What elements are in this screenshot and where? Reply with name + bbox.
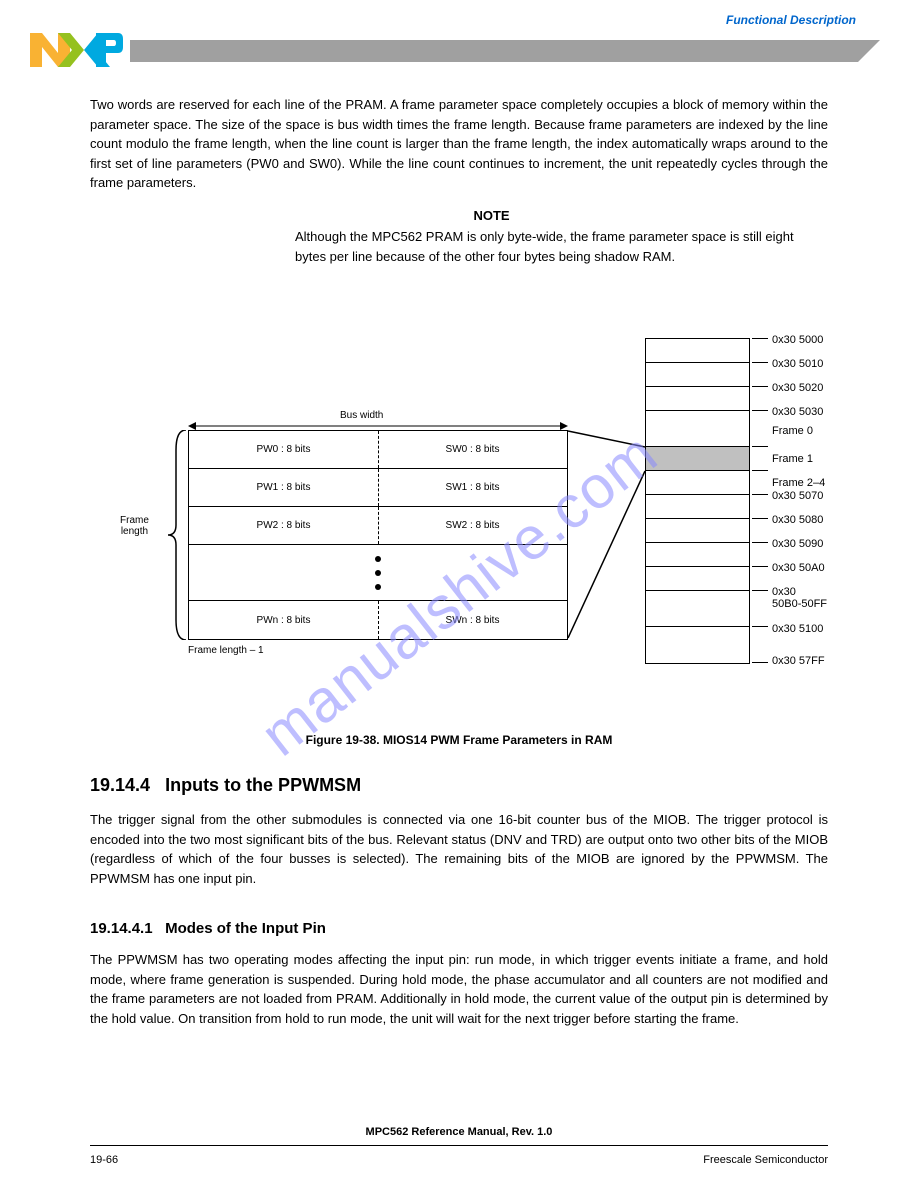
- header-bar: [130, 40, 858, 62]
- mem-tick: [752, 662, 768, 663]
- mem-addr: 0x30 5030: [772, 406, 823, 418]
- frame-length-brace-label: Frame length: [120, 515, 149, 537]
- cell-label: 8 bits: [287, 482, 311, 493]
- mem-addr: 0x30 5100: [772, 623, 823, 635]
- mem-addr: 0x30 50B0-50FF: [772, 586, 828, 610]
- mem-tick: [752, 386, 768, 387]
- cell-label: 8 bits: [476, 520, 500, 531]
- mem-addr: Frame 0: [772, 425, 813, 437]
- mem-block: [646, 495, 749, 519]
- section-number: 19.14.4.1: [90, 920, 153, 937]
- mem-block: [646, 543, 749, 567]
- cell-label: PW: [257, 482, 273, 493]
- cell-label: SW0: [446, 444, 468, 455]
- frame-length-brace: [168, 430, 188, 640]
- memory-map-column: [645, 338, 750, 664]
- inputs-paragraph: The trigger signal from the other submod…: [90, 810, 828, 888]
- mem-addr: 0x30 5080: [772, 514, 823, 526]
- mem-tick: [752, 494, 768, 495]
- frame-detail-box: PW0 : 8 bits SW0 : 8 bits PW1 : 8 bits S…: [188, 430, 568, 640]
- cell-label: 8 bits: [287, 520, 311, 531]
- mem-tick: [752, 566, 768, 567]
- mem-block-frame1: [646, 447, 749, 471]
- mem-tick: [752, 626, 768, 627]
- bus-width-label: Bus width: [340, 410, 383, 421]
- cell-label: 8 bits: [287, 615, 311, 626]
- cell-label: PW: [257, 615, 273, 626]
- footer-rule: [90, 1145, 828, 1146]
- cell-label: SW: [446, 520, 462, 531]
- mem-tick: [752, 542, 768, 543]
- cell-label: 8 bits: [476, 444, 500, 455]
- cell-label: SW: [446, 482, 462, 493]
- section-number: 19.14.4: [90, 775, 150, 795]
- running-head: Functional Description: [726, 13, 856, 27]
- cell-label: PW0: [257, 444, 279, 455]
- modes-paragraph: The PPWMSM has two operating modes affec…: [90, 950, 828, 1028]
- cell-label: 8 bits: [476, 482, 500, 493]
- note-title: NOTE: [155, 208, 828, 223]
- nxp-logo: [28, 25, 123, 75]
- cell-label: PW: [257, 520, 273, 531]
- mem-block: [646, 519, 749, 543]
- footer-doc-title: MPC562 Reference Manual, Rev. 1.0: [0, 1126, 918, 1138]
- figure-caption: Figure 19-38. MIOS14 PWM Frame Parameter…: [90, 733, 828, 747]
- frame-row: PW2 : 8 bits SW2 : 8 bits: [189, 507, 567, 545]
- mem-block: [646, 363, 749, 387]
- mem-addr: 0x30 5020: [772, 382, 823, 394]
- mem-block: [646, 627, 749, 663]
- frame-row: PW0 : 8 bits SW0 : 8 bits: [189, 431, 567, 469]
- note-text: Although the MPC562 PRAM is only byte-wi…: [295, 227, 828, 266]
- mem-tick: [752, 590, 768, 591]
- note-block: NOTE Although the MPC562 PRAM is only by…: [295, 208, 828, 266]
- footer-company: Freescale Semiconductor: [703, 1154, 828, 1166]
- section-heading-inputs: 19.14.4 Inputs to the PPWMSM: [90, 775, 361, 796]
- frame-length-minus-1: Frame length – 1: [188, 645, 264, 656]
- mem-block: [646, 567, 749, 591]
- cell-label: 8 bits: [476, 615, 500, 626]
- mem-tick: [752, 518, 768, 519]
- mem-addr: 0x30 5090: [772, 538, 823, 550]
- mem-tick: [752, 470, 768, 471]
- section-heading-modes: 19.14.4.1 Modes of the Input Pin: [90, 920, 326, 937]
- mem-block-frame0: [646, 411, 749, 447]
- section-title: Modes of the Input Pin: [165, 920, 326, 937]
- mem-tick: [752, 338, 768, 339]
- mem-addr: Frame 1: [772, 453, 813, 465]
- frame-row-dots: [189, 545, 567, 601]
- section-title: Inputs to the PPWMSM: [165, 775, 361, 795]
- mem-tick: [752, 410, 768, 411]
- mem-block: [646, 339, 749, 363]
- mem-addr: Frame 2–4: [772, 477, 825, 489]
- mem-addr: 0x30 50A0: [772, 562, 825, 574]
- mem-block: [646, 591, 749, 627]
- mem-addr: 0x30 57FF: [772, 655, 825, 667]
- intro-paragraph: Two words are reserved for each line of …: [90, 95, 828, 193]
- mem-addr: 0x30 5010: [772, 358, 823, 370]
- mem-addr: 0x30 5000: [772, 334, 823, 346]
- footer-page-number: 19-66: [90, 1154, 118, 1166]
- mem-block: [646, 387, 749, 411]
- mem-tick: [752, 362, 768, 363]
- cell-label: SW: [446, 615, 462, 626]
- mem-tick: [752, 446, 768, 447]
- mem-addr: 0x30 5070: [772, 490, 823, 502]
- figure-pwm-frame-params: 0x30 5000 0x30 5010 0x30 5020 0x30 5030 …: [90, 325, 828, 745]
- frame-row: PW1 : 8 bits SW1 : 8 bits: [189, 469, 567, 507]
- frame-row: PWn : 8 bits SWn : 8 bits: [189, 601, 567, 639]
- cell-label: 8 bits: [287, 444, 311, 455]
- mem-block: [646, 471, 749, 495]
